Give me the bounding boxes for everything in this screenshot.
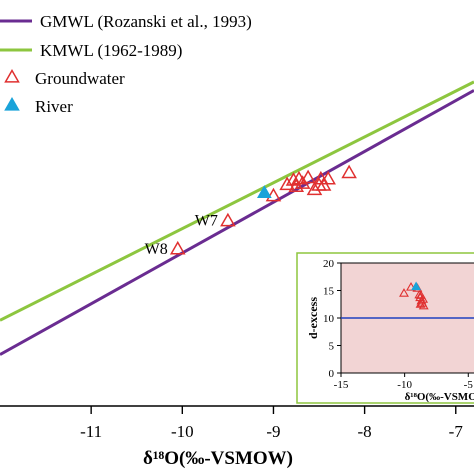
inset-y-axis-label: d-excess xyxy=(306,297,320,339)
groundwater-point xyxy=(279,176,295,191)
kmwl-line xyxy=(0,80,474,322)
inset-groundwater-point xyxy=(406,282,416,291)
inset-x-tick-label: -15 xyxy=(334,379,349,391)
inset-y-tick-label: 20 xyxy=(323,258,335,270)
legend: GMWL (Rozanski et al., 1993) KMWL (1962-1… xyxy=(0,12,252,116)
legend-label: River xyxy=(35,97,73,116)
main-x-tick-label: -10 xyxy=(171,422,194,441)
inset-chart: 0 5 10 15 20 -15 -10 -5 d-excess δ¹⁸O(‰-VSMOW) xyxy=(296,252,474,404)
inset-y-tick-label: 5 xyxy=(329,341,335,353)
legend-label: GMWL (Rozanski et al., 1993) xyxy=(40,12,252,31)
groundwater-point xyxy=(169,240,186,255)
groundwater-point xyxy=(300,169,316,184)
groundwater-point xyxy=(265,187,282,202)
legend-marker-swatch xyxy=(4,69,20,83)
inset-x-tick-label: -5 xyxy=(464,379,474,391)
inset-y-tick-label: 10 xyxy=(323,313,335,325)
main-x-tick-label: -11 xyxy=(80,422,102,441)
inset-x-axis-label: δ¹⁸O(‰-VSMOW) xyxy=(405,391,474,403)
inset-x-tick-label: -10 xyxy=(397,379,412,391)
groundwater-point xyxy=(341,164,357,179)
inset-y-tick-label: 15 xyxy=(323,286,335,298)
legend-label: KMWL (1962-1989) xyxy=(40,41,182,60)
point-annotation-w8: W8 xyxy=(145,241,168,258)
inset-river-point xyxy=(411,281,422,291)
inset-groundwater-point xyxy=(399,288,409,297)
point-annotation-w7: W7 xyxy=(195,213,218,230)
inset-y-tick-label: 0 xyxy=(329,368,335,380)
legend-marker-swatch xyxy=(4,97,20,111)
groundwater-point xyxy=(220,212,236,227)
river-point xyxy=(256,185,272,198)
main-x-tick-label: -9 xyxy=(266,422,280,441)
main-x-tick-label: -7 xyxy=(449,422,464,441)
inset-groundwater-point xyxy=(418,300,429,310)
gmwl-line xyxy=(0,89,474,356)
main-x-axis-label: δ¹⁸O(‰-VSMOW) xyxy=(143,448,293,469)
groundwater-point xyxy=(320,170,336,185)
main-x-tick-label: -8 xyxy=(358,422,372,441)
legend-label: Groundwater xyxy=(35,69,125,88)
groundwater-point xyxy=(288,178,305,192)
